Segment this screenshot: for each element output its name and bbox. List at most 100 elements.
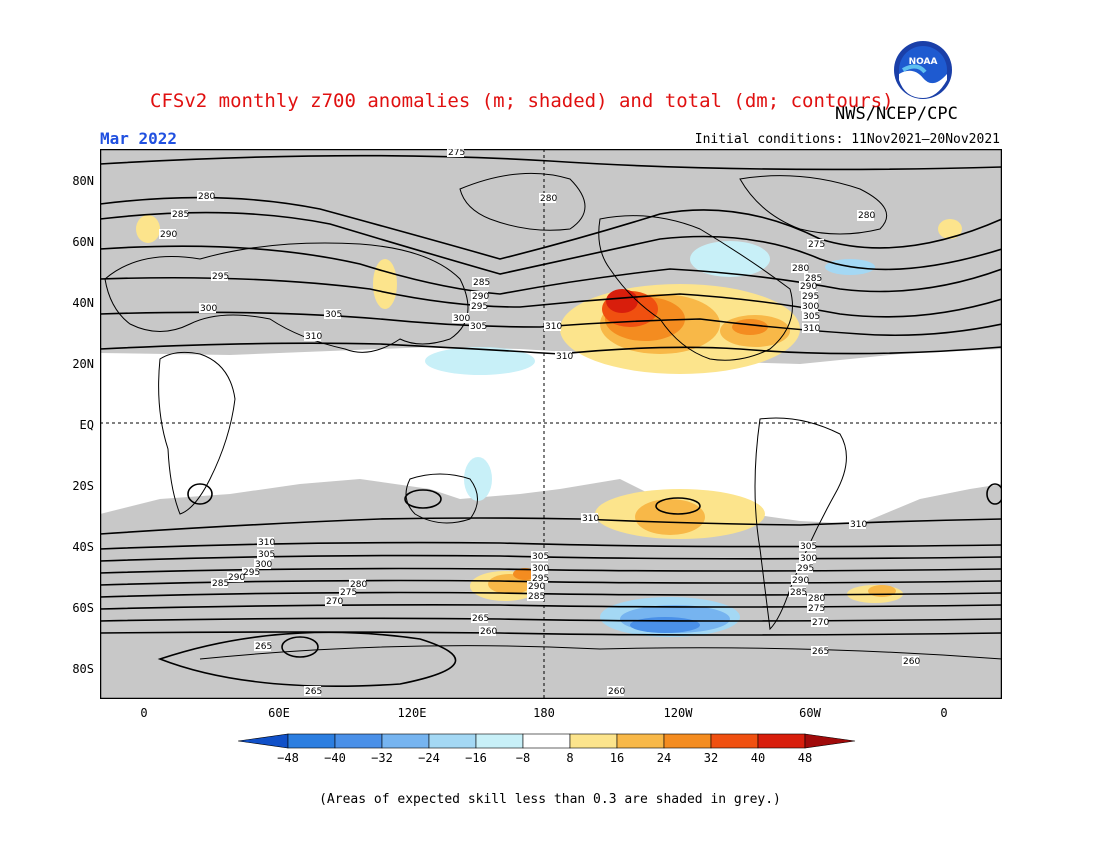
contour-label-bg bbox=[197, 191, 214, 201]
contour-label: 270 bbox=[812, 618, 829, 628]
colorbar-swatch bbox=[381, 733, 430, 749]
contour-label: 295 bbox=[243, 568, 260, 578]
contour-label: 280 bbox=[540, 194, 557, 204]
contour-label-bg bbox=[849, 519, 866, 529]
contour-label: 300 bbox=[802, 302, 819, 312]
colorbar-swatch bbox=[475, 733, 524, 749]
contour-label: 285 bbox=[790, 588, 807, 598]
contour-label: 295 bbox=[212, 272, 229, 282]
lat-label: 20N bbox=[72, 357, 94, 371]
contour-label-bg bbox=[199, 303, 216, 313]
contour-label-bg bbox=[857, 210, 874, 220]
colorbar-label: 16 bbox=[609, 751, 625, 765]
contour-label-bg bbox=[555, 351, 572, 361]
lon-label: 60W bbox=[799, 706, 821, 720]
contour-label: 280 bbox=[350, 580, 367, 590]
colorbar-swatch bbox=[616, 733, 665, 749]
lon-label: 120E bbox=[397, 706, 427, 720]
contour-label: 280 bbox=[808, 594, 825, 604]
colorbar-label: 48 bbox=[797, 751, 813, 765]
contour-label: 300 bbox=[532, 564, 549, 574]
contour-label-bg bbox=[304, 331, 321, 341]
colorbar-label: −40 bbox=[324, 751, 346, 765]
contour-label: 305 bbox=[532, 552, 549, 562]
contour-label: 300 bbox=[453, 314, 470, 324]
colorbar bbox=[238, 733, 856, 749]
contour-label-bg bbox=[472, 277, 489, 287]
contour-label: 290 bbox=[160, 230, 177, 240]
initial-conditions: Initial conditions: 11Nov2021–20Nov2021 bbox=[694, 132, 1000, 147]
lon-label: 60E bbox=[268, 706, 290, 720]
contour-label: 290 bbox=[528, 582, 545, 592]
contour-label-bg bbox=[471, 291, 488, 301]
continent-outlines bbox=[104, 172, 1002, 660]
contour-label: 275 bbox=[448, 149, 465, 158]
contour-label-bg bbox=[531, 573, 548, 583]
contour-label-bg bbox=[349, 579, 366, 589]
contour-label: 310 bbox=[258, 538, 275, 548]
contour-label-bg bbox=[257, 537, 274, 547]
contour-label: 285 bbox=[473, 278, 490, 288]
contour-label-bg bbox=[796, 563, 813, 573]
lat-label: 80S bbox=[72, 662, 94, 676]
contour-label: 285 bbox=[172, 210, 189, 220]
contour-label: 305 bbox=[803, 312, 820, 322]
contour-label-bg bbox=[469, 321, 486, 331]
contour-label-bg bbox=[802, 311, 819, 321]
contour-label-bg bbox=[544, 321, 561, 331]
contour-label-bg bbox=[452, 313, 469, 323]
colorbar-label: −24 bbox=[418, 751, 440, 765]
lat-label: 20S bbox=[72, 479, 94, 493]
colorbar-swatch bbox=[287, 733, 336, 749]
contour-label-bg bbox=[799, 281, 816, 291]
contour-label: 265 bbox=[305, 687, 322, 697]
contour-label: 285 bbox=[528, 592, 545, 602]
contour-label-bg bbox=[804, 273, 821, 283]
contour-label: 310 bbox=[305, 332, 322, 342]
contour-label: 310 bbox=[545, 322, 562, 332]
contour-label: 290 bbox=[792, 576, 809, 586]
contour-label: 295 bbox=[532, 574, 549, 584]
contour-label: 300 bbox=[800, 554, 817, 564]
contour-label: 265 bbox=[255, 642, 272, 652]
skill-note: (Areas of expected skill less than 0.3 a… bbox=[319, 792, 781, 807]
contour-label-bg bbox=[304, 686, 321, 696]
contour-label-bg bbox=[539, 193, 556, 203]
contour-label-bg bbox=[254, 641, 271, 651]
colorbar-swatch bbox=[663, 733, 712, 749]
colorbar-label: 32 bbox=[703, 751, 719, 765]
contour-label-bg bbox=[807, 239, 824, 249]
contour-label: 300 bbox=[200, 304, 217, 314]
contour-label-bg bbox=[811, 646, 828, 656]
contour-label: 300 bbox=[255, 560, 272, 570]
contour-label: 305 bbox=[470, 322, 487, 332]
contour-label: 295 bbox=[802, 292, 819, 302]
colorbar-label: −8 bbox=[515, 751, 531, 765]
contour-label-bg bbox=[802, 323, 819, 333]
contour-label-bg bbox=[811, 617, 828, 627]
contour-label: 260 bbox=[480, 627, 497, 637]
contour-label-bg bbox=[527, 581, 544, 591]
colorbar-swatch bbox=[569, 733, 618, 749]
noaa-logo: NOAA bbox=[894, 41, 952, 99]
colorbar-swatch bbox=[804, 733, 856, 749]
contour-label-bg bbox=[159, 229, 176, 239]
colorbar-label: 8 bbox=[566, 751, 574, 765]
contour-label: 275 bbox=[808, 240, 825, 250]
contour-label-bg bbox=[447, 149, 464, 157]
colorbar-swatch bbox=[334, 733, 383, 749]
contour-label-bg bbox=[791, 575, 808, 585]
contour-label: 310 bbox=[850, 520, 867, 530]
contour-label-bg bbox=[531, 563, 548, 573]
contour-label-bg bbox=[807, 593, 824, 603]
colorbar-label: −16 bbox=[465, 751, 487, 765]
contour-label-bg bbox=[527, 591, 544, 601]
contour-label-bg bbox=[470, 301, 487, 311]
colorbar-swatch bbox=[757, 733, 806, 749]
contour-label-bg bbox=[789, 587, 806, 597]
contour-label-bg bbox=[254, 559, 271, 569]
contour-label-bg bbox=[324, 309, 341, 319]
contour-label: 275 bbox=[340, 588, 357, 598]
contour-label: 260 bbox=[903, 657, 920, 667]
svg-text:NOAA: NOAA bbox=[909, 57, 938, 67]
